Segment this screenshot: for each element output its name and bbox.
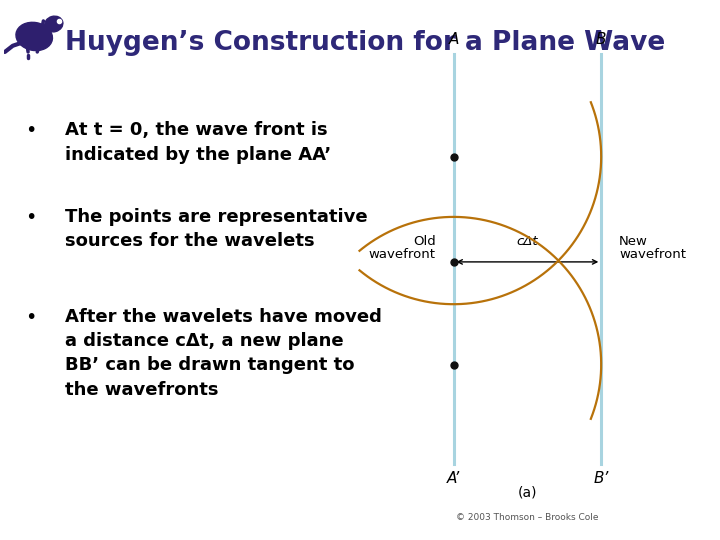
Text: wavefront: wavefront (369, 248, 436, 261)
Text: •: • (25, 208, 37, 227)
Text: B: B (596, 32, 606, 47)
Text: wavefront: wavefront (619, 248, 686, 261)
Ellipse shape (16, 22, 53, 51)
Text: The points are representative
sources for the wavelets: The points are representative sources fo… (65, 208, 367, 250)
Text: (a): (a) (518, 486, 537, 500)
Text: B’: B’ (593, 471, 609, 487)
Text: cΔt: cΔt (516, 235, 539, 248)
Text: Old: Old (413, 235, 436, 248)
Text: New: New (619, 235, 648, 248)
Text: A: A (449, 32, 459, 47)
Text: •: • (25, 308, 37, 327)
Text: Huygen’s Construction for a Plane Wave: Huygen’s Construction for a Plane Wave (65, 30, 665, 56)
Ellipse shape (45, 16, 63, 32)
Text: A’: A’ (447, 471, 460, 487)
Text: •: • (25, 122, 37, 140)
Text: After the wavelets have moved
a distance cΔt, a new plane
BB’ can be drawn tange: After the wavelets have moved a distance… (65, 308, 382, 399)
Text: At t = 0, the wave front is
indicated by the plane AA’: At t = 0, the wave front is indicated by… (65, 122, 331, 164)
Text: © 2003 Thomson – Brooks Cole: © 2003 Thomson – Brooks Cole (456, 513, 598, 522)
